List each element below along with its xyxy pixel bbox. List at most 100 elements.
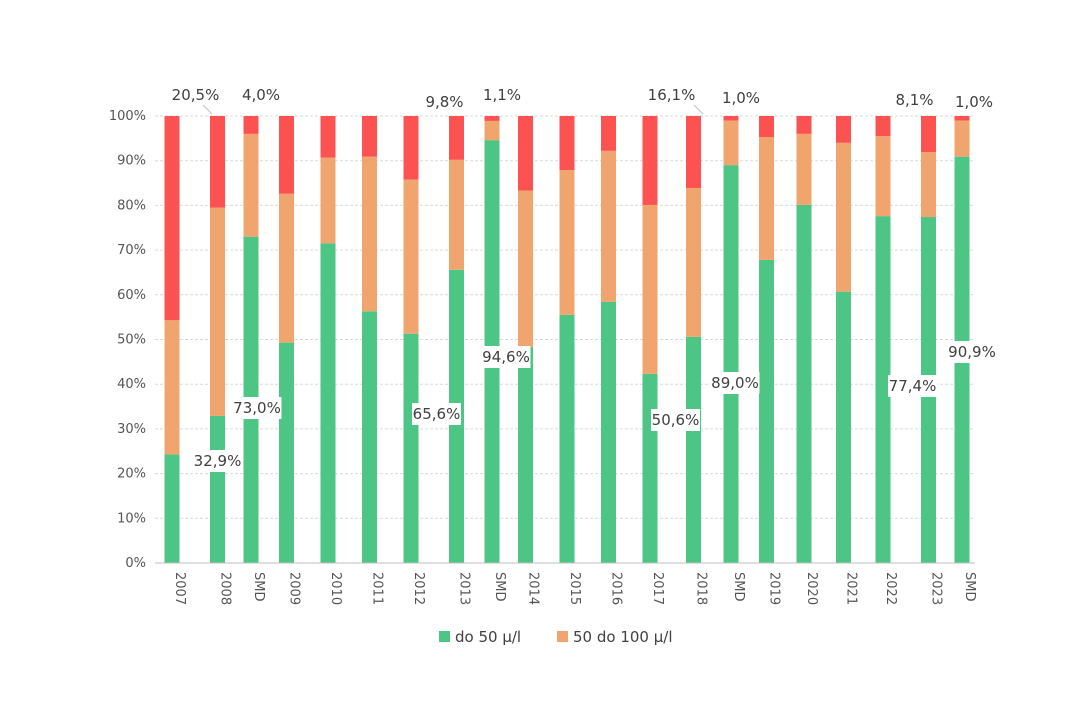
- legend: do 50 µ/l 50 do 100 µ/l: [439, 628, 673, 646]
- data-label: 89,0%: [711, 374, 759, 392]
- bar-segment: [796, 133, 812, 205]
- bar-segment: [362, 156, 377, 312]
- x-tick-label: 2009: [287, 572, 302, 605]
- bar-segment: [320, 243, 336, 563]
- bar-segment: [921, 116, 936, 153]
- bar-segment: [518, 190, 533, 348]
- bar-segment: [210, 116, 225, 208]
- data-label-box: [888, 375, 937, 397]
- x-tick-label: 2014: [526, 572, 541, 605]
- x-tick-label: 2008: [218, 572, 233, 605]
- x-tick-label: 2007: [172, 572, 187, 605]
- y-tick-label: 100%: [109, 109, 146, 124]
- x-tick-label: 2017: [650, 572, 665, 605]
- x-tick-label: 2011: [370, 572, 385, 605]
- x-tick-label: 2020: [804, 572, 819, 605]
- x-tick-label: 2015: [567, 572, 582, 605]
- x-tick-label: SMD: [731, 572, 746, 601]
- y-tick-label: 0%: [125, 556, 146, 571]
- y-tick-label: 60%: [117, 288, 146, 303]
- legend-swatch: [439, 631, 450, 642]
- x-tick-label: SMD: [492, 572, 507, 601]
- x-axis: 2007 2008 SMD 2009 2010 2011 2012 2013 SMD 2014 20…: [172, 572, 977, 605]
- data-label-box: [481, 346, 531, 368]
- bar-segment: [642, 204, 658, 374]
- data-label: 90,9%: [948, 343, 996, 361]
- bar-segment: [601, 150, 616, 302]
- bar-segment: [559, 314, 575, 563]
- x-tick-label: 2013: [457, 572, 472, 605]
- bar-segment: [362, 116, 377, 157]
- leader-line: [693, 104, 704, 115]
- bars: [164, 116, 970, 564]
- x-tick-label: SMD: [251, 572, 266, 601]
- legend-label: do 50 µ/l: [455, 628, 521, 646]
- bar-segment: [403, 116, 419, 180]
- x-tick-label: 2016: [609, 572, 624, 605]
- x-tick-label: 2019: [767, 572, 782, 605]
- bar-segment: [279, 193, 294, 343]
- y-tick-label: 30%: [117, 422, 146, 437]
- bar-segment: [836, 291, 851, 563]
- y-tick-label: 90%: [117, 154, 146, 169]
- data-label-box: [651, 409, 700, 431]
- data-label: 73,0%: [233, 399, 281, 417]
- data-label: 94,6%: [482, 348, 530, 366]
- bar-segment: [210, 415, 225, 563]
- bar-segment: [796, 116, 812, 134]
- x-tick-label: 2021: [844, 572, 859, 605]
- data-label: 1,0%: [955, 93, 993, 111]
- y-tick-label: 40%: [117, 377, 146, 392]
- bar-segment: [484, 120, 500, 141]
- bar-segment: [320, 157, 336, 244]
- bar-segment: [686, 116, 701, 188]
- x-tick-label: 2012: [411, 572, 426, 605]
- bar-segment: [449, 159, 464, 270]
- leader-line: [202, 104, 213, 115]
- data-labels: 20,5% 4,0% 9,8% 1,1% 16,1% 1,0% 8,1% 1,0% 32,9% 7…: [172, 86, 997, 472]
- data-label: 4,0%: [242, 86, 280, 104]
- data-label: 32,9%: [194, 452, 242, 470]
- y-tick-label: 10%: [117, 511, 146, 526]
- x-tick-label: 2010: [328, 572, 343, 605]
- bar-segment: [279, 116, 294, 194]
- bar-segment: [559, 170, 575, 315]
- bar-segment: [642, 116, 658, 205]
- bar-segment: [243, 116, 259, 134]
- bar-segment: [403, 179, 419, 334]
- bar-segment: [836, 116, 851, 143]
- bar-segment: [954, 120, 970, 157]
- bar-segment: [642, 373, 658, 563]
- bar-segment: [686, 336, 701, 563]
- bar-segment: [559, 116, 575, 171]
- bar-segment: [954, 116, 970, 121]
- y-axis: 0% 10% 20% 30% 40% 50% 60% 70% 80% 90% 100%: [109, 109, 146, 571]
- y-tick-label: 80%: [117, 198, 146, 213]
- data-label-box: [947, 341, 997, 363]
- y-tick-label: 20%: [117, 467, 146, 482]
- bar-segment: [601, 116, 616, 151]
- bar-segment: [723, 120, 739, 166]
- data-label: 20,5%: [172, 86, 220, 104]
- data-label-box: [710, 372, 760, 394]
- data-label: 65,6%: [413, 405, 461, 423]
- bar-segment: [875, 136, 891, 217]
- bar-segment: [164, 454, 180, 563]
- bar-segment: [279, 342, 294, 563]
- data-label: 9,8%: [425, 93, 463, 111]
- bar-segment: [164, 320, 180, 455]
- data-label: 50,6%: [652, 411, 700, 429]
- bar-segment: [601, 301, 616, 563]
- data-label: 77,4%: [889, 377, 937, 395]
- data-label: 8,1%: [895, 91, 933, 109]
- bar-segment: [796, 204, 812, 563]
- bar-segment: [484, 116, 500, 121]
- bar-segment: [921, 152, 936, 218]
- bar-segment: [403, 333, 419, 563]
- y-tick-label: 50%: [117, 333, 146, 348]
- data-label-box: [193, 450, 242, 472]
- legend-label: 50 do 100 µ/l: [573, 628, 673, 646]
- bar-segment: [210, 207, 225, 416]
- data-label-box: [232, 397, 282, 419]
- bar-segment: [164, 116, 180, 321]
